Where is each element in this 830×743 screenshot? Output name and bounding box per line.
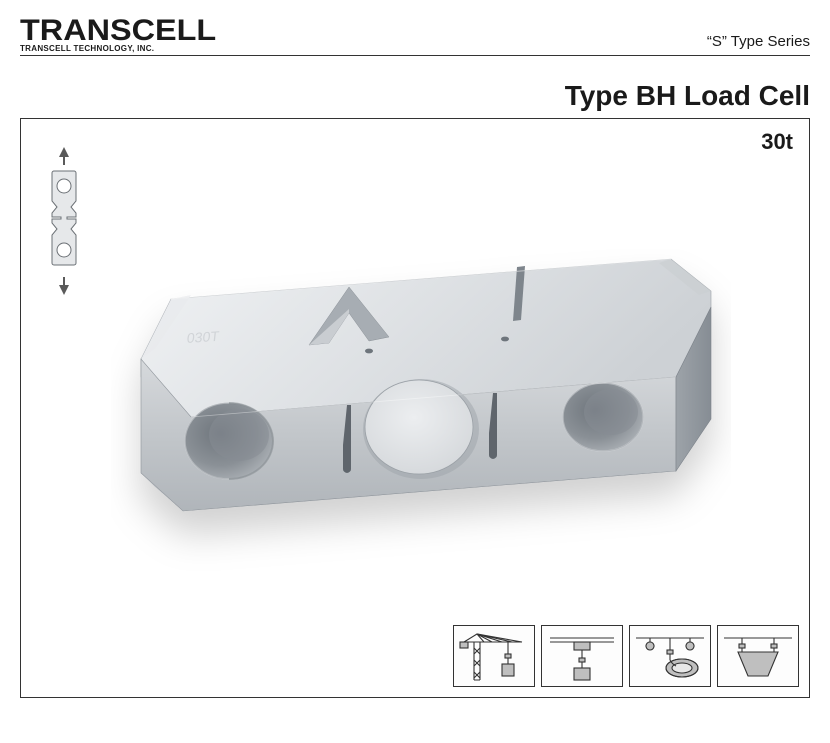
- series-label: “S” Type Series: [707, 33, 810, 53]
- brand-block: TRANSCELL TRANSCELL TECHNOLOGY, INC.: [20, 16, 202, 53]
- figure-box: 30t: [20, 118, 810, 698]
- application-icons-row: [453, 625, 799, 687]
- crane-icon: [453, 625, 535, 687]
- product-title: Type BH Load Cell: [20, 80, 810, 112]
- page-header: TRANSCELL TRANSCELL TECHNOLOGY, INC. “S”…: [20, 16, 810, 56]
- hopper-weigh-icon: [717, 625, 799, 687]
- loadcell-render: 030T: [111, 249, 731, 594]
- page: TRANSCELL TRANSCELL TECHNOLOGY, INC. “S”…: [0, 0, 830, 714]
- capacity-label: 30t: [761, 129, 793, 155]
- overhead-hoist-icon: [541, 625, 623, 687]
- brand-name: TRANSCELL: [20, 16, 216, 46]
- svg-text:030T: 030T: [186, 328, 220, 346]
- force-diagram-icon: [41, 145, 87, 320]
- conveyor-tension-icon: [629, 625, 711, 687]
